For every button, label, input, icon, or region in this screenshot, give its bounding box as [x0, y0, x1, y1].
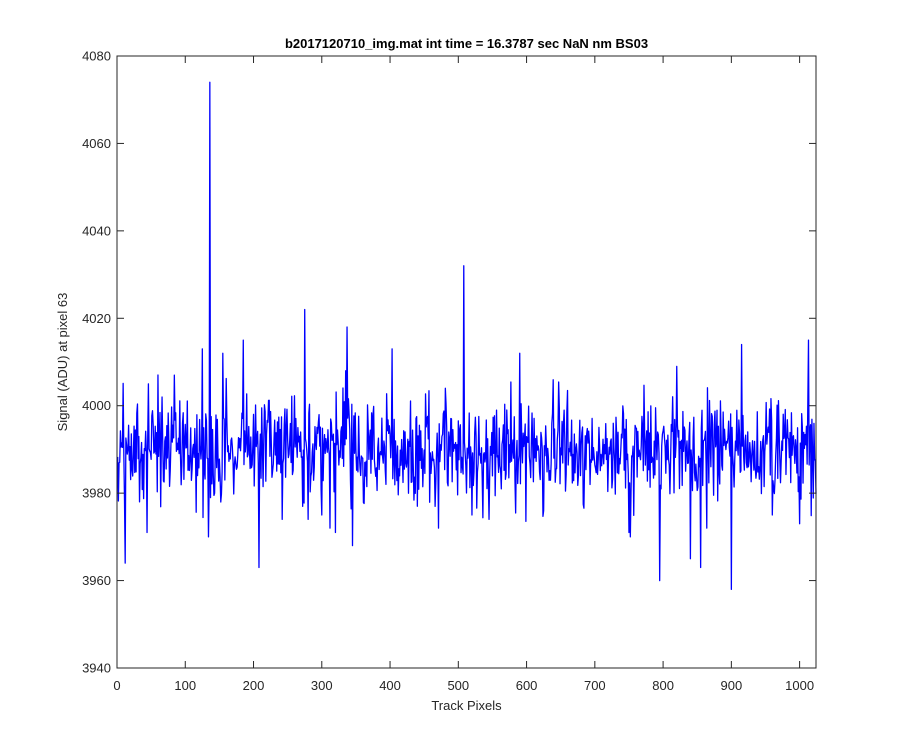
chart-title: b2017120710_img.mat int time = 16.3787 s…: [285, 36, 648, 51]
y-tick-label: 3940: [82, 661, 111, 676]
x-tick-label: 0: [113, 678, 120, 693]
y-tick-label: 4080: [82, 49, 111, 64]
tick-layer: 0 100 200 300 400 500 600 700 800 900 1000 3940 3960…: [82, 49, 816, 693]
x-tick-label: 200: [243, 678, 265, 693]
y-tick-label: 3980: [82, 486, 111, 501]
y-tick-label: 4040: [82, 223, 111, 238]
y-tick-label: 3960: [82, 573, 111, 588]
y-axis-label: Signal (ADU) at pixel 63: [55, 293, 70, 432]
x-tick-label: 600: [516, 678, 538, 693]
x-tick-label: 400: [379, 678, 401, 693]
y-tick-label: 4060: [82, 136, 111, 151]
plot-area: [117, 56, 816, 668]
x-tick-label: 300: [311, 678, 333, 693]
x-tick-label: 500: [447, 678, 469, 693]
x-tick-label: 800: [652, 678, 674, 693]
axes-box: [116, 55, 817, 669]
x-tick-label: 100: [174, 678, 196, 693]
x-tick-label: 1000: [785, 678, 814, 693]
series-layer: [117, 81, 817, 590]
y-tick-label: 4020: [82, 311, 111, 326]
y-tick-label: 4000: [82, 398, 111, 413]
x-tick-label: 700: [584, 678, 606, 693]
x-tick-label: 900: [721, 678, 743, 693]
x-axis-label: Track Pixels: [431, 698, 502, 713]
signal-series-line: [117, 81, 817, 590]
